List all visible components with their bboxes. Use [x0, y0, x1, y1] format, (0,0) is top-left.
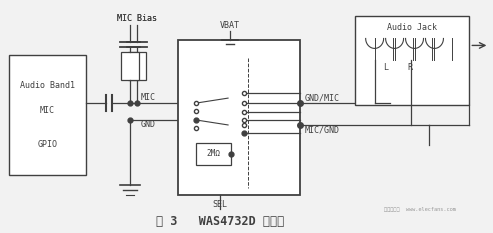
- Bar: [354, 16, 469, 105]
- Text: MIC Bias: MIC Bias: [117, 14, 157, 23]
- Bar: [128, 52, 146, 80]
- Text: SEL: SEL: [212, 200, 228, 209]
- Text: GPIO: GPIO: [37, 140, 58, 149]
- Bar: [121, 52, 140, 80]
- Text: 电子发烧友  www.elecfans.com: 电子发烧友 www.elecfans.com: [384, 207, 456, 212]
- Text: R: R: [407, 63, 412, 72]
- Text: MIC: MIC: [141, 93, 156, 102]
- Text: L: L: [383, 63, 388, 72]
- Text: Audio Band1: Audio Band1: [20, 81, 75, 90]
- Text: GND/MIC: GND/MIC: [305, 94, 340, 103]
- Bar: [196, 143, 231, 165]
- Text: Audio Jack: Audio Jack: [387, 23, 437, 32]
- Text: VBAT: VBAT: [220, 21, 240, 30]
- Text: MIC: MIC: [40, 106, 55, 115]
- Bar: [9, 55, 86, 175]
- Text: MIC/GND: MIC/GND: [305, 125, 340, 134]
- Text: MIC Bias: MIC Bias: [117, 14, 157, 23]
- Text: GND: GND: [141, 120, 156, 130]
- Text: 2MΩ: 2MΩ: [206, 149, 220, 158]
- Bar: [178, 41, 300, 195]
- Text: 图 3   WAS4732D 应用图: 图 3 WAS4732D 应用图: [156, 215, 284, 228]
